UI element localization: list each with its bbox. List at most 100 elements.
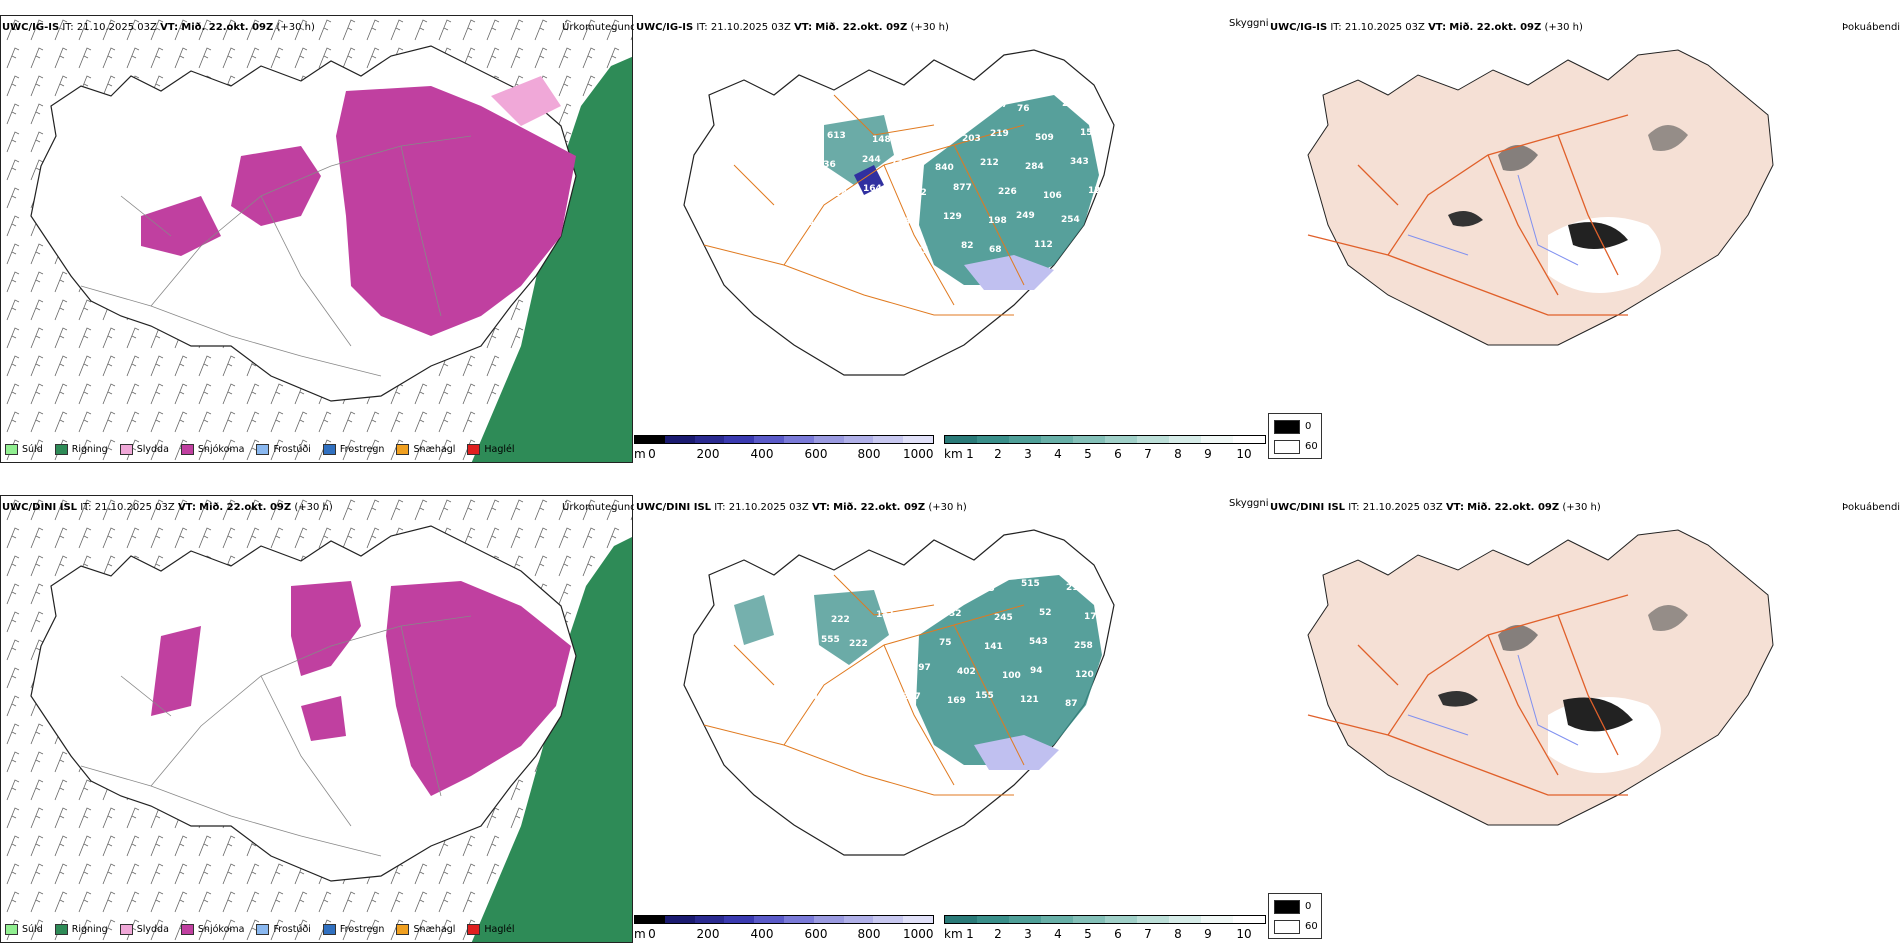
cloud-labels-row2: 222 35 490 842 665 515 218 222 151 310 32 245 52 17 55… [812, 579, 1097, 736]
cloud-map-row1: 283 227 196 44 147 76 255 613 148 192 203 219 509 156… [683, 49, 1115, 376]
legend-freezing-rain: Frostregn [322, 924, 384, 935]
precip-type-panel-row1: Súld Rigning Slydda Snjókoma Frostúði Fr… [0, 15, 633, 463]
cloudbase-tick: 0 [648, 927, 656, 941]
cloud-base-label: 310 [904, 614, 923, 624]
road-network [703, 94, 1025, 316]
legend-graupel: Snæhagl [396, 444, 455, 455]
cloud-base-label: 555 [894, 643, 913, 653]
visibility-unit-row2: km [944, 927, 963, 941]
fog-legend-label: 0 [1305, 901, 1312, 912]
cloud-base-label: 515 [1021, 579, 1040, 589]
cloud-base-label: 85 [916, 246, 929, 256]
cloud-base-label: 222 [831, 615, 850, 625]
rivers [1407, 654, 1579, 746]
fog-title-row1: Þokuábendi [1842, 22, 1900, 33]
cloud-base-label: 112 [1034, 240, 1053, 250]
rivers [1407, 174, 1579, 266]
cloud-base-label: 490 [903, 585, 922, 595]
precip-title-row1: Úrkomutegund [562, 22, 637, 33]
precip-title-row2: Úrkomutegund [562, 502, 637, 513]
cloudbase-unit-row2: m [634, 927, 646, 941]
visibility-tick: 1 [966, 927, 974, 941]
cloud-base-label: 284 [1025, 162, 1044, 172]
cloudbase-tick: 800 [857, 447, 881, 461]
road-network [1307, 114, 1629, 316]
cloud-base-label: 75 [939, 638, 952, 648]
legend-drizzle: Súld [5, 924, 43, 935]
cloudbase-tick: 400 [750, 447, 774, 461]
legend-rain: Rigning [54, 924, 108, 935]
cloud-base-label: 121 [1020, 695, 1039, 705]
cloud-base-label: 141 [835, 189, 854, 199]
header-row1-fog: UWC/IG-IS IT: 21.10.2025 03Z VT: Mið. 22… [1270, 22, 1583, 33]
cloud-base-label: 227 [854, 106, 873, 116]
cloud-base-label: 613 [827, 131, 846, 141]
cloud-base-label: 210 [867, 668, 886, 678]
cloudbase-tick: 200 [696, 447, 720, 461]
cloud-base-label: 150 [871, 242, 890, 252]
cloud-base-label: 156 [1080, 128, 1099, 138]
cloud-base-label: 129 [943, 212, 962, 222]
visibility-tick: 5 [1084, 447, 1092, 461]
cloud-base-label: 148 [872, 135, 891, 145]
cloud-base-label: 68 [989, 245, 1002, 255]
cloud-base-label: 509 [1035, 133, 1054, 143]
visibility-tick: 1 [966, 447, 974, 461]
cloud-base-label: 222 [813, 586, 832, 596]
cloud-map-row2: 222 35 490 842 665 515 218 222 151 310 32 245 52 17 55… [683, 529, 1115, 856]
cloud-base-label: 219 [990, 129, 1009, 139]
visibility-tick: 9 [1204, 927, 1212, 941]
cloud-base-label: 52 [1039, 608, 1052, 618]
fog-map-row2 [1307, 529, 1774, 826]
legend-freezing-drizzle: Frostúði [256, 924, 311, 935]
cloud-base-label: 258 [1074, 641, 1093, 651]
cloud-base-label: 222 [849, 639, 868, 649]
cloud-base-label: 202 [908, 188, 927, 198]
precip-legend-row2: Súld Rigning Slydda Snjókoma Frostúði Fr… [5, 924, 515, 935]
cloud-base-label: 192 [917, 130, 936, 140]
visibility-colorbar-row2 [944, 915, 1266, 924]
cloud-base-label: 245 [994, 613, 1013, 623]
cloud-base-label: 300 [808, 218, 827, 228]
visibility-tick: 4 [1054, 447, 1062, 461]
cloud-base-label: 543 [1029, 637, 1048, 647]
cloud-base-label: 402 [957, 667, 976, 677]
cloud-base-label: 842 [948, 580, 967, 590]
cloud-panel-row1: 283 227 196 44 147 76 255 613 148 192 203 219 509 156… [634, 15, 1266, 463]
cloud-base-label: 203 [962, 134, 981, 144]
cloud-base-label: 106 [1043, 191, 1062, 201]
visibility-tick: 8 [1174, 927, 1182, 941]
cloud-base-label: 147 [989, 100, 1008, 110]
cloud-base-label: 87 [1065, 699, 1078, 709]
cloud-base-label: 151 [876, 610, 895, 620]
visibility-tick: 2 [994, 927, 1002, 941]
visibility-tick: 10 [1236, 927, 1252, 941]
cloudbase-colorbar-row1 [634, 435, 934, 444]
cloud-base-label: 271 [890, 159, 909, 169]
cloud-base-label: 123 [1088, 186, 1107, 196]
cloud-base-label: 212 [980, 158, 999, 168]
cloudbase-tick: 600 [804, 447, 828, 461]
fog-legend-label: 0 [1305, 421, 1312, 432]
visibility-tick: 3 [1024, 927, 1032, 941]
precip-legend-row1: Súld Rigning Slydda Snjókoma Frostúði Fr… [5, 444, 515, 455]
cloud-title-row1: Skyggni [1229, 18, 1269, 29]
visibility-tick: 7 [1144, 927, 1152, 941]
rain-area [471, 537, 632, 942]
cloud-base-label: 255 [1062, 99, 1081, 109]
cloud-base-label: 94 [1030, 666, 1043, 676]
cloud-base-label: 198 [988, 216, 1007, 226]
header-row2-fog: UWC/DINI ISL IT: 21.10.2025 03Z VT: Mið.… [1270, 502, 1601, 513]
legend-graupel: Snæhagl [396, 924, 455, 935]
cloud-base-label: 159 [857, 697, 876, 707]
cloud-base-label: 146 [826, 247, 845, 257]
cloud-base-label: 95 [898, 217, 911, 227]
fog-legend-label: 60 [1305, 441, 1318, 452]
iceland-outline [1307, 529, 1774, 826]
cloud-base-label: 254 [1061, 215, 1080, 225]
road-network [703, 574, 1025, 796]
legend-hail: Haglél [467, 924, 515, 935]
header-row2-precip: UWC/DINI ISL IT: 21.10.2025 03Z VT: Mið.… [2, 502, 333, 513]
legend-snow: Snjókoma [180, 444, 244, 455]
visibility-unit-row1: km [944, 447, 963, 461]
